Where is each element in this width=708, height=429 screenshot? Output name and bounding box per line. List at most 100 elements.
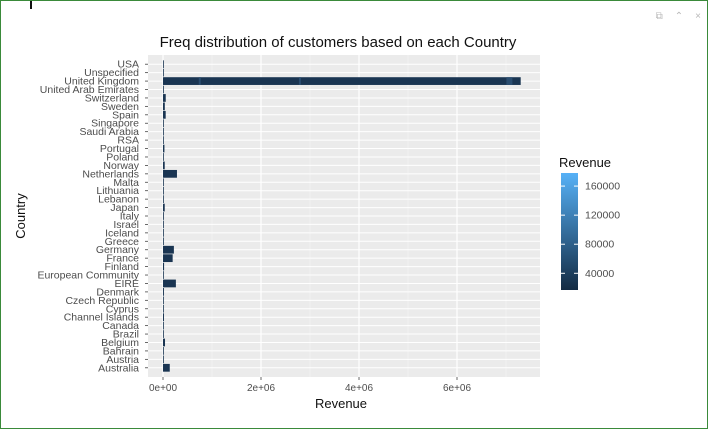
bar-lebanon — [163, 195, 164, 204]
y-tick-label: Denmark — [96, 286, 139, 298]
y-tick-label: Sweden — [101, 101, 139, 113]
bar-bahrain — [163, 347, 164, 355]
y-tick-label: Poland — [106, 151, 139, 163]
y-tick-label: Japan — [110, 202, 139, 214]
legend-tick-label: 40000 — [585, 268, 614, 280]
y-tick-label: France — [106, 253, 139, 265]
bar-channel-islands — [163, 313, 164, 322]
y-tick-label: Israel — [113, 219, 139, 231]
bar-switzerland — [163, 94, 166, 102]
bar-segment — [506, 77, 513, 85]
legend-tick-label: 160000 — [585, 181, 620, 193]
y-tick-label: Italy — [120, 211, 140, 223]
y-tick-label: Germany — [96, 244, 140, 256]
y-tick-label: Singapore — [91, 118, 139, 130]
bar-spain — [163, 110, 166, 119]
bar-belgium — [163, 338, 166, 347]
y-tick-label: Bahrain — [103, 345, 139, 357]
bar-malta — [163, 178, 164, 187]
bar-usa — [163, 60, 164, 69]
x-tick-label: 4e+06 — [345, 383, 374, 394]
bar-segment — [298, 77, 301, 85]
bar-segment — [198, 77, 201, 85]
bar-portugal — [163, 144, 165, 153]
bar-austria — [163, 355, 164, 364]
y-tick-label: Austria — [106, 354, 139, 366]
bar-france — [163, 254, 173, 263]
y-tick-label: Lithuania — [96, 185, 139, 197]
bar-poland — [163, 153, 164, 161]
y-tick-label: European Community — [37, 270, 139, 282]
legend-colorbar — [561, 173, 578, 290]
bar-israel — [163, 220, 164, 229]
bar-european-community — [163, 271, 164, 279]
bar-iceland — [163, 228, 164, 237]
window-controls: ⧉ ⌃ × — [656, 11, 701, 22]
y-tick-label: Finland — [105, 261, 140, 273]
bar-japan — [163, 203, 165, 212]
text-cursor — [30, 1, 32, 9]
bar-singapore — [163, 119, 164, 128]
bar-brazil — [163, 330, 164, 338]
legend-tick-label: 80000 — [585, 239, 614, 251]
collapse-icon[interactable]: ⌃ — [674, 11, 684, 22]
y-tick-label: Switzerland — [85, 92, 139, 104]
bars — [163, 60, 521, 372]
x-tick-label: 0e+00 — [149, 383, 178, 394]
bar-denmark — [163, 288, 164, 296]
y-tick-labels: AustraliaAustriaBahrainBelgiumBrazilCana… — [37, 59, 148, 374]
legend-tick-label: 120000 — [585, 210, 620, 222]
chart-title: Freq distribution of customers based on … — [160, 34, 517, 51]
x-tick-label: 6e+06 — [443, 383, 472, 394]
bar-sweden — [163, 102, 165, 111]
y-tick-label: Czech Republic — [65, 295, 139, 307]
bar-lithuania — [163, 186, 164, 195]
close-icon[interactable]: × — [695, 11, 701, 22]
x-axis-label: Revenue — [315, 396, 367, 411]
bar-czech-republic — [163, 296, 164, 305]
y-tick-label: Spain — [112, 109, 139, 121]
y-tick-label: Brazil — [113, 329, 139, 341]
bar-australia — [163, 363, 170, 372]
export-icon[interactable]: ⧉ — [655, 11, 663, 22]
x-tick-labels: 0e+00 2e+06 4e+06 6e+06 — [149, 377, 472, 394]
y-tick-label: Greece — [105, 236, 140, 248]
y-tick-label: Lebanon — [98, 194, 139, 206]
bar-saudi-arabia — [163, 127, 164, 136]
y-tick-label: United Arab Emirates — [40, 84, 139, 96]
bar-canada — [163, 321, 164, 330]
y-tick-label: RSA — [117, 135, 139, 147]
bar-greece — [163, 237, 164, 246]
y-tick-label: EIRE — [114, 278, 139, 290]
bar-united-kingdom — [163, 77, 521, 85]
y-tick-label: United Kingdom — [64, 76, 139, 88]
y-tick-label: Belgium — [101, 337, 139, 349]
legend-ticks: 40000 80000 120000 160000 — [561, 181, 620, 280]
bar-rsa — [163, 136, 164, 144]
legend: Revenue 40000 80000 120000 160000 — [559, 155, 620, 290]
y-tick-label: Canada — [102, 320, 139, 332]
y-tick-label: Unspecified — [84, 67, 139, 79]
y-tick-label: Malta — [113, 177, 139, 189]
y-tick-label: Iceland — [105, 227, 139, 239]
y-tick-label: Saudi Arabia — [79, 126, 139, 138]
bar-germany — [163, 245, 174, 254]
bar-united-arab-emirates — [163, 85, 164, 94]
y-axis-label: Country — [13, 193, 28, 239]
bar-netherlands — [163, 169, 177, 178]
bar-eire — [163, 279, 176, 288]
bar-norway — [163, 161, 165, 170]
x-tick-label: 2e+06 — [247, 383, 276, 394]
bar-unspecified — [163, 68, 164, 77]
y-tick-label: Channel Islands — [64, 312, 139, 324]
y-tick-label: Cyprus — [106, 303, 139, 315]
y-tick-label: Netherlands — [82, 168, 139, 180]
legend-title: Revenue — [559, 155, 611, 170]
y-tick-label: Portugal — [100, 143, 139, 155]
bar-finland — [163, 262, 165, 271]
y-tick-label: USA — [117, 59, 139, 71]
bar-cyprus — [163, 304, 164, 313]
y-tick-label: Australia — [98, 362, 139, 374]
